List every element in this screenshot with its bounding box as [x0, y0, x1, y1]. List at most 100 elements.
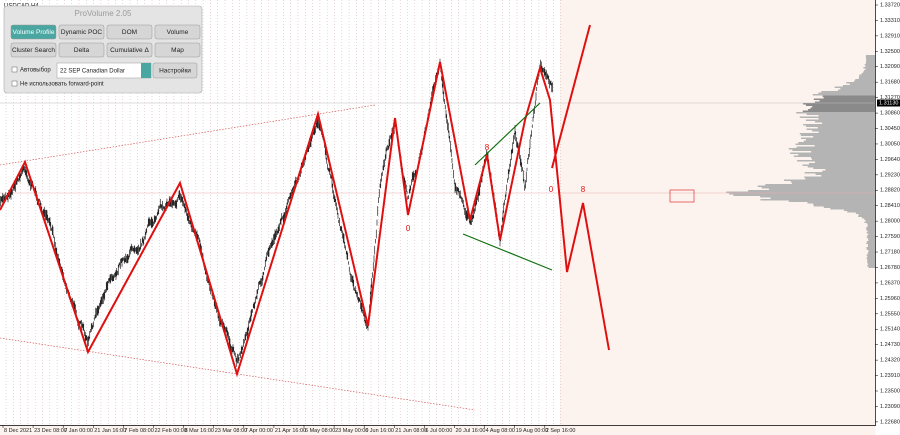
tool-button[interactable]: [106, 24, 153, 40]
profile-bar: [804, 176, 875, 178]
profile-bar: [863, 71, 875, 73]
profile-bar: [866, 232, 875, 234]
price-label: 1.25960: [880, 296, 900, 302]
profile-bar: [864, 64, 875, 66]
profile-bar: [822, 122, 875, 124]
profile-bar: [866, 254, 875, 256]
time-label: 2 Sep 16:00: [546, 428, 576, 434]
tool-button[interactable]: [10, 42, 57, 58]
profile-bar: [812, 130, 875, 132]
profile-bar: [849, 83, 875, 85]
profile-bar: [792, 149, 875, 151]
auto-select-label[interactable]: Автовыбор: [20, 68, 51, 74]
profile-bar: [868, 239, 875, 241]
profile-bar: [803, 124, 875, 126]
profile-bar: [867, 265, 875, 267]
tool-button-label: DOM: [122, 29, 137, 36]
time-label: 8 Dec 2021: [4, 428, 32, 434]
profile-bar: [865, 58, 875, 60]
profile-bar: [846, 82, 875, 84]
forward-point-label[interactable]: Не использовать forward-point: [20, 82, 104, 88]
profile-bar: [821, 91, 875, 93]
tool-button-label: Volume: [167, 29, 189, 36]
tool-button[interactable]: [106, 42, 153, 58]
profile-bar: [847, 211, 875, 213]
instrument-value: 22 SEP Canadian Dollar: [60, 69, 125, 75]
price-label: 1.26780: [880, 265, 900, 271]
profile-bar: [821, 175, 875, 177]
profile-bar: [868, 266, 875, 268]
profile-bar: [790, 181, 875, 183]
profile-bar: [859, 74, 875, 76]
panel-title: ProVolume 2.05: [75, 9, 132, 18]
price-label: 1.30860: [880, 111, 900, 117]
tool-button-label: Cluster Search: [12, 47, 55, 54]
profile-bar: [867, 238, 875, 240]
wave-label: 0: [549, 185, 554, 194]
time-label: 6 May 08:00: [305, 428, 335, 434]
profile-bar: [814, 145, 875, 147]
settings-button[interactable]: [152, 62, 198, 79]
profile-bar: [834, 86, 875, 88]
price-label: 1.27590: [880, 234, 900, 240]
price-label: 1.29230: [880, 172, 900, 178]
time-label: 23 Dec 08:00: [34, 428, 67, 434]
profile-bar: [726, 191, 875, 193]
select-arrow[interactable]: [141, 63, 151, 78]
price-label: 1.32910: [880, 33, 900, 39]
price-label: 1.31680: [880, 80, 900, 86]
price-label: 1.31270: [880, 95, 900, 101]
profile-bar: [864, 221, 875, 223]
profile-bar: [807, 166, 875, 168]
profile-bar: [842, 85, 875, 87]
checkbox[interactable]: [11, 80, 18, 87]
profile-bar: [814, 121, 875, 123]
profile-bar: [760, 196, 875, 198]
price-label: 1.25140: [880, 327, 900, 333]
profile-bar: [799, 133, 875, 135]
profile-bar: [815, 161, 875, 163]
checkbox[interactable]: [11, 66, 18, 73]
profile-bar: [765, 184, 875, 186]
profile-bar: [790, 152, 875, 154]
profile-bar: [814, 101, 875, 103]
tool-button[interactable]: [10, 24, 57, 40]
profile-bar: [813, 203, 875, 205]
profile-bar: [866, 257, 875, 259]
profile-bar: [813, 98, 875, 100]
tool-button-label: Map: [171, 47, 184, 54]
profile-bar: [818, 118, 875, 120]
profile-bar: [866, 242, 875, 244]
profile-bar: [748, 190, 875, 192]
profile-bar: [797, 160, 875, 162]
button-grid: Volume Profile Dynamic POC DOM Volume Cluste…: [10, 24, 201, 58]
profile-bar: [865, 65, 875, 67]
profile-bar: [799, 116, 875, 118]
trend-line: [474, 102, 541, 166]
price-label: 1.23090: [880, 404, 900, 410]
profile-bar: [812, 106, 875, 108]
profile-bar: [796, 146, 875, 148]
time-label: 22 Feb 00:00: [155, 428, 187, 434]
profile-bar: [802, 110, 875, 112]
profile-bar: [813, 167, 875, 169]
profile-bar: [810, 107, 875, 109]
tool-button[interactable]: [58, 24, 105, 40]
tool-button[interactable]: [154, 24, 201, 40]
price-label: 1.28000: [880, 219, 900, 225]
tool-button[interactable]: [58, 42, 105, 58]
profile-bar: [803, 140, 875, 142]
profile-bar: [840, 88, 875, 90]
profile-bar: [867, 235, 875, 237]
profile-bar: [788, 148, 875, 150]
profile-bar: [818, 115, 875, 117]
profile-bar: [804, 172, 875, 174]
profile-bar: [843, 209, 875, 211]
profile-bar: [867, 244, 875, 246]
trend-line: [462, 233, 553, 271]
tool-button[interactable]: [154, 42, 201, 58]
profile-bar: [867, 245, 875, 247]
